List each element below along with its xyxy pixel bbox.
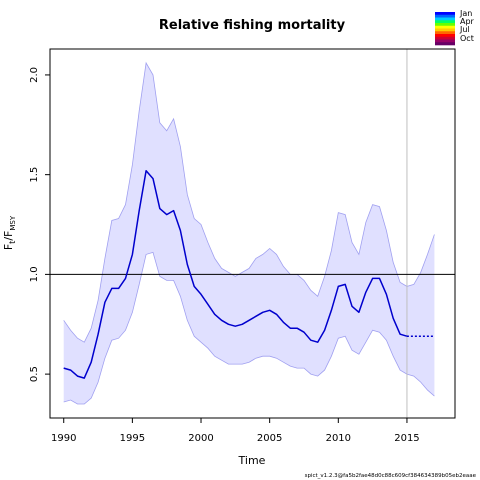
y-tick-label: 1.0 bbox=[29, 266, 40, 282]
legend-swatch bbox=[435, 25, 455, 29]
legend-swatch bbox=[435, 31, 455, 35]
legend-label: Jul bbox=[459, 25, 470, 34]
legend-swatch bbox=[435, 12, 455, 16]
estimate-line bbox=[63, 169, 408, 379]
x-axis-label: Time bbox=[238, 454, 266, 467]
legend-swatch bbox=[435, 28, 455, 32]
legend-label: Jan bbox=[459, 9, 472, 18]
y-tick-label: 2.0 bbox=[29, 67, 40, 83]
legend-swatch bbox=[435, 42, 455, 46]
legend-swatch bbox=[435, 39, 455, 43]
x-tick-label: 1995 bbox=[120, 433, 145, 444]
y-tick-label: 1.5 bbox=[29, 167, 40, 183]
y-axis-label-sub-t: t bbox=[8, 241, 17, 244]
plot-area bbox=[50, 49, 455, 418]
y-axis-label-sub-msy: MSY bbox=[9, 215, 17, 230]
y-axis-label-sep: /F bbox=[2, 231, 15, 241]
legend-swatch bbox=[435, 17, 455, 21]
legend-swatch bbox=[435, 20, 455, 24]
y-axis: 0.5 1.0 1.5 2.0 bbox=[29, 67, 50, 382]
x-tick-label: 1990 bbox=[51, 433, 76, 444]
band-lower-edge bbox=[63, 251, 435, 405]
plot-frame bbox=[49, 48, 456, 419]
legend-swatch bbox=[435, 34, 455, 38]
legend-label: Oct bbox=[460, 34, 474, 43]
legend-swatch bbox=[435, 36, 455, 40]
y-tick-label: 0.5 bbox=[29, 366, 40, 382]
confidence-band bbox=[63, 63, 435, 404]
x-axis: 1990 1995 2000 2005 2010 2015 bbox=[51, 418, 420, 444]
chart-title: Relative fishing mortality bbox=[159, 18, 346, 33]
legend-swatch bbox=[435, 23, 455, 27]
x-tick-label: 2005 bbox=[257, 433, 282, 444]
band-upper-edge bbox=[63, 61, 435, 343]
version-footer: spict_v1.2.3@fa5b2fae48d0c88c609cf384634… bbox=[305, 473, 477, 479]
x-tick-label: 2000 bbox=[188, 433, 213, 444]
x-tick-label: 2015 bbox=[394, 433, 419, 444]
x-tick-label: 2010 bbox=[326, 433, 351, 444]
y-axis-label-f: F bbox=[2, 244, 15, 250]
y-axis-label: Ft/FMSY bbox=[2, 215, 17, 250]
legend-swatch bbox=[435, 14, 455, 18]
legend-label: Apr bbox=[460, 17, 475, 26]
